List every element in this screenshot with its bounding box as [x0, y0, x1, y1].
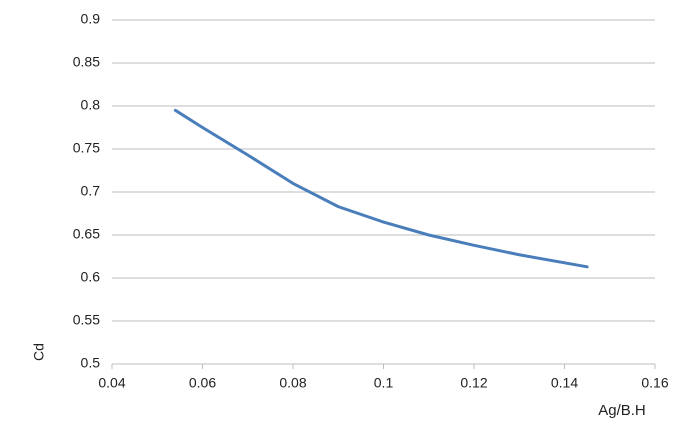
y-tick-label: 0.5 — [81, 355, 101, 371]
x-tick-label: 0.08 — [279, 375, 306, 391]
y-tick-label: 0.9 — [81, 11, 101, 27]
y-tick-label: 0.7 — [81, 183, 101, 199]
y-tick-label: 0.85 — [73, 54, 100, 70]
x-tick-label: 0.04 — [98, 375, 125, 391]
x-tick-label: 0.06 — [189, 375, 216, 391]
y-tick-label: 0.8 — [81, 97, 101, 113]
y-tick-label: 0.6 — [81, 269, 101, 285]
x-tick-label: 0.16 — [641, 375, 668, 391]
y-tick-label: 0.65 — [73, 226, 100, 242]
x-tick-label: 0.12 — [460, 375, 487, 391]
data-line — [173, 108, 589, 269]
y-tick-label: 0.55 — [73, 312, 100, 328]
y-axis-label: Cd — [31, 343, 47, 361]
x-axis-label: Ag/B.H — [598, 402, 646, 419]
x-tick-label: 0.1 — [374, 375, 394, 391]
x-tick-label: 0.14 — [551, 375, 578, 391]
y-tick-label: 0.75 — [73, 140, 100, 156]
